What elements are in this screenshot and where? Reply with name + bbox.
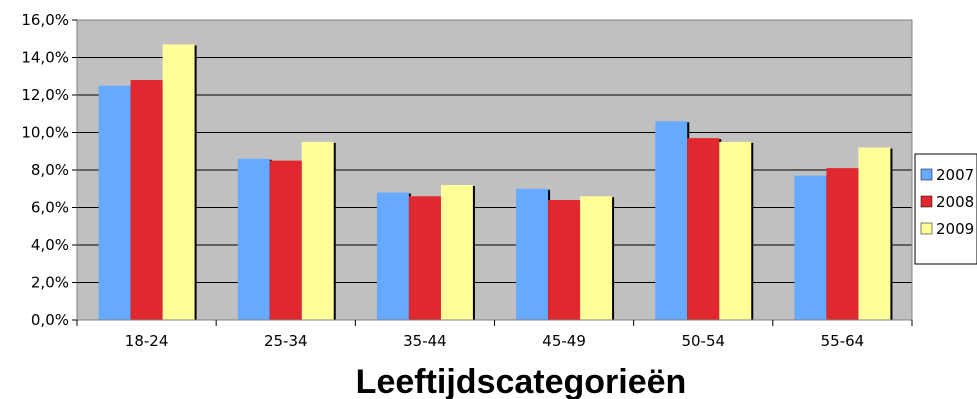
bar-2008-50-54 (687, 138, 720, 320)
bar-2007-50-54 (655, 121, 688, 320)
x-axis-title: Leeftijdscategorieën (356, 363, 687, 399)
y-tick-label: 6,0% (31, 199, 69, 217)
legend-swatch-2007 (920, 168, 933, 181)
legend-label-2009: 2009 (936, 220, 974, 238)
bar-2007-35-44 (376, 192, 409, 320)
x-tick-label: 25-34 (264, 332, 308, 350)
legend: 2007 2008 2009 (914, 153, 977, 265)
y-tick-label: 14,0% (21, 49, 69, 67)
bar-2007-55-64 (794, 175, 827, 320)
bar-2009-50-54 (719, 141, 752, 320)
bar-2008-18-24 (130, 80, 163, 320)
x-tick-label: 50-54 (681, 332, 725, 350)
y-tick-label: 16,0% (21, 11, 69, 29)
y-tick-label: 8,0% (31, 161, 69, 179)
y-tick-label: 12,0% (21, 86, 69, 104)
bars (98, 44, 893, 320)
y-tick-label: 10,0% (21, 124, 69, 142)
y-tick-label: 2,0% (31, 274, 69, 292)
bar-2007-25-34 (237, 158, 270, 320)
bar-2008-45-49 (548, 200, 581, 320)
y-tick-label: 4,0% (31, 236, 69, 254)
legend-swatch-2009 (920, 222, 933, 235)
legend-label-2007: 2007 (936, 166, 974, 184)
bar-2009-25-34 (301, 141, 334, 320)
y-tick-label: 0,0% (31, 311, 69, 329)
bar-2007-45-49 (516, 188, 549, 320)
bar-2009-18-24 (162, 44, 195, 320)
x-tick-label: 55-64 (821, 332, 865, 350)
x-axis-ticks: 18-24 25-34 35-44 45-49 50-54 55-64 (76, 320, 913, 350)
y-axis-ticks: 0,0% 2,0% 4,0% 6,0% 8,0% 10,0% 12,0% 14,0% 16,0% (21, 11, 77, 329)
bar-2009-35-44 (440, 185, 473, 320)
legend-label-2008: 2008 (936, 193, 974, 211)
bar-2008-55-64 (826, 168, 859, 320)
bar-2009-55-64 (858, 147, 891, 320)
x-tick-label: 35-44 (403, 332, 447, 350)
bar-2007-18-24 (98, 85, 131, 320)
bar-2009-45-49 (580, 196, 613, 320)
x-tick-label: 18-24 (125, 332, 169, 350)
legend-swatch-2008 (920, 195, 933, 208)
bar-2008-35-44 (408, 196, 441, 320)
bar-2008-25-34 (269, 160, 302, 320)
x-tick-label: 45-49 (542, 332, 586, 350)
